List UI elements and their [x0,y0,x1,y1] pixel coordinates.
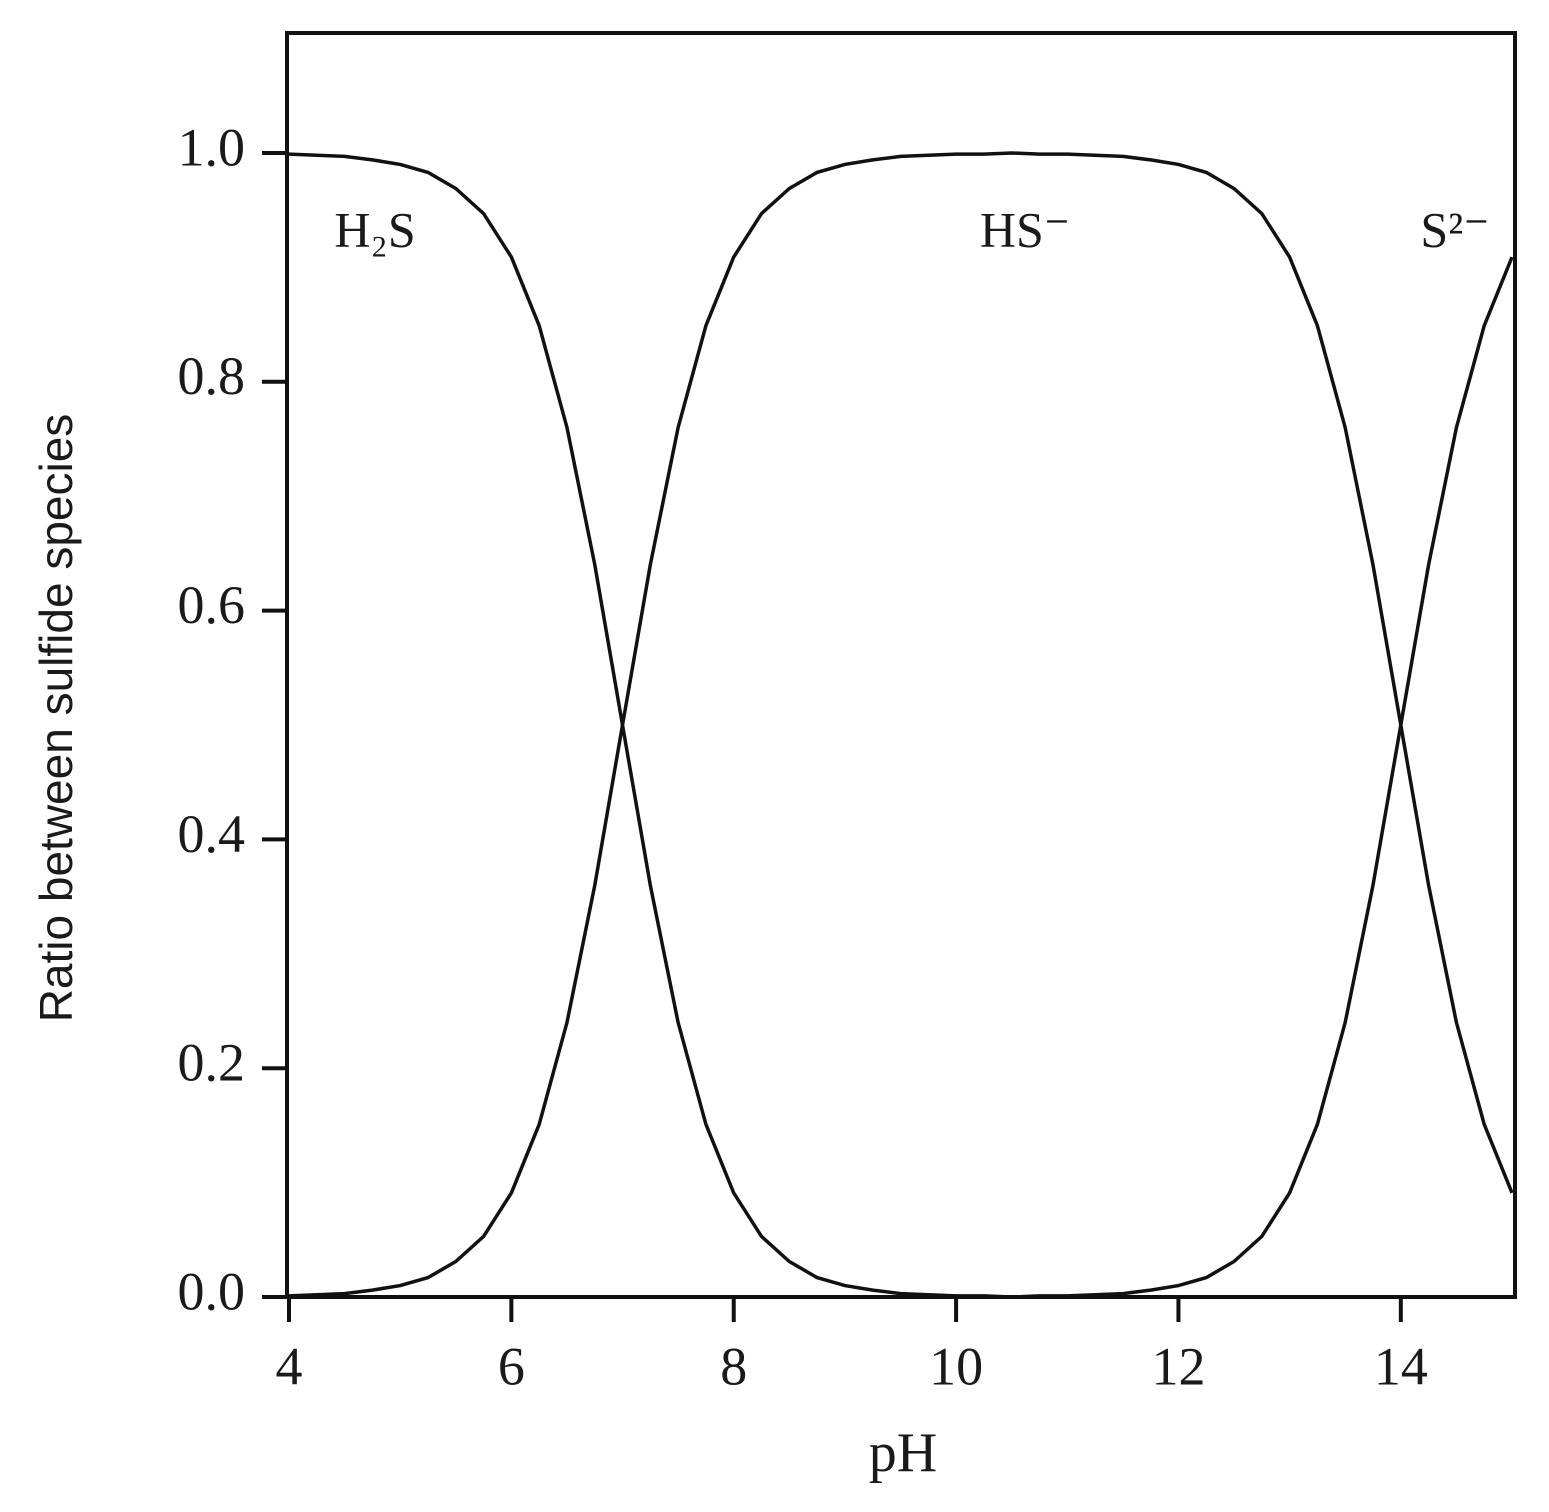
x-tick-label: 14 [1374,1336,1428,1396]
series-label: S²⁻ [1420,201,1489,257]
plot-frame [285,31,1517,1299]
x-tick-label: 8 [720,1336,747,1396]
x-axis-label: pH [869,1422,937,1484]
y-tick-label: 0.4 [178,804,246,864]
series-line [289,256,1514,1299]
y-tick-label: 0.6 [178,575,246,635]
x-tick-label: 4 [276,1336,303,1396]
y-tick-label: 0.2 [178,1033,246,1093]
series-label: H₂S [334,201,415,257]
y-axis-label: Ratio between sulfide species [30,414,82,1023]
series-label: HS⁻ [980,201,1070,257]
x-tick-label: 6 [498,1336,525,1396]
x-tick-label: 10 [929,1336,983,1396]
series-line [288,152,1512,1299]
x-tick-label: 12 [1151,1336,1205,1396]
y-tick-label: 0.0 [178,1261,246,1321]
series-line [288,151,1514,1298]
y-tick-label: 0.8 [178,346,246,406]
y-tick-label: 1.0 [178,117,246,177]
